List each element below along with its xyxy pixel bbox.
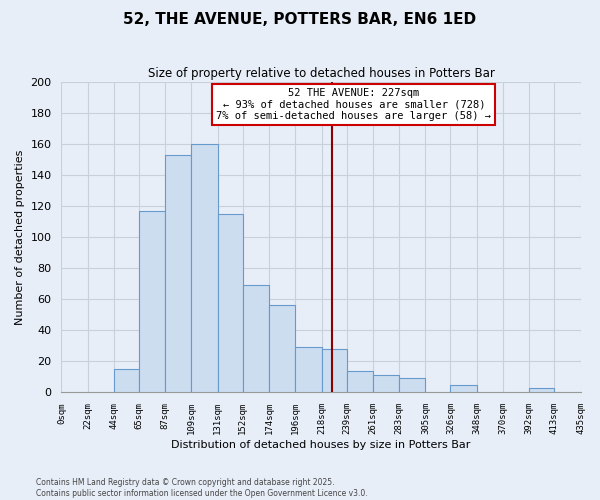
Bar	[373, 376, 399, 392]
Bar	[295, 348, 322, 393]
Bar	[243, 285, 269, 393]
Bar	[165, 154, 191, 392]
Title: Size of property relative to detached houses in Potters Bar: Size of property relative to detached ho…	[148, 68, 494, 80]
Text: 52 THE AVENUE: 227sqm
← 93% of detached houses are smaller (728)
7% of semi-deta: 52 THE AVENUE: 227sqm ← 93% of detached …	[216, 88, 491, 121]
Y-axis label: Number of detached properties: Number of detached properties	[15, 150, 25, 325]
Bar	[347, 370, 373, 392]
Bar	[191, 144, 218, 392]
Text: Contains HM Land Registry data © Crown copyright and database right 2025.
Contai: Contains HM Land Registry data © Crown c…	[36, 478, 368, 498]
Text: 52, THE AVENUE, POTTERS BAR, EN6 1ED: 52, THE AVENUE, POTTERS BAR, EN6 1ED	[124, 12, 476, 28]
Bar	[114, 369, 139, 392]
Bar	[269, 306, 295, 392]
X-axis label: Distribution of detached houses by size in Potters Bar: Distribution of detached houses by size …	[171, 440, 470, 450]
Bar	[218, 214, 243, 392]
Bar	[451, 384, 476, 392]
Bar	[139, 210, 165, 392]
Bar	[399, 378, 425, 392]
Bar	[322, 349, 347, 393]
Bar	[529, 388, 554, 392]
